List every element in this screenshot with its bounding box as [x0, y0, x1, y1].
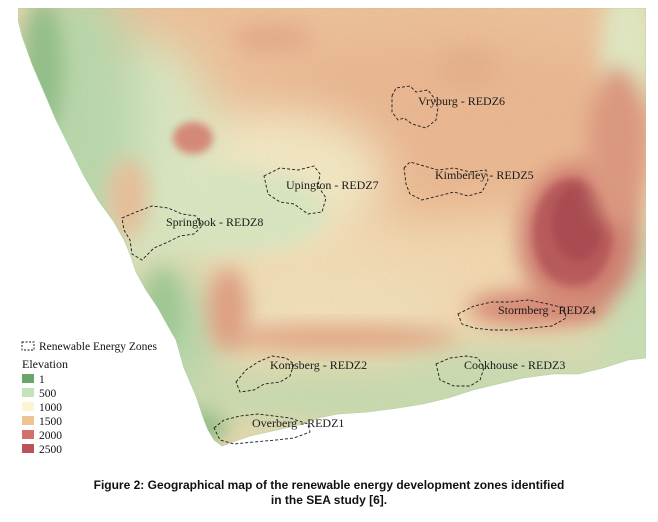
elevation-map: Vryburg - REDZ6 Kimberley - REDZ5 Upingt… — [18, 8, 646, 454]
legend-swatch-1000 — [22, 402, 34, 411]
legend-label-2000: 2000 — [39, 430, 62, 442]
zone-label-cookhouse: Cookhouse - REDZ3 — [464, 358, 565, 372]
zone-label-komsberg: Komsberg - REDZ2 — [270, 358, 367, 372]
legend-label-2500: 2500 — [39, 444, 62, 454]
zone-outline-upington — [263, 165, 327, 215]
legend-zones-label: Renewable Energy Zones — [39, 341, 157, 353]
zone-label-overberg: Overberg - REDZ1 — [252, 416, 344, 430]
legend-label-1500: 1500 — [39, 416, 62, 428]
zone-label-kimberley: Kimberley - REDZ5 — [435, 168, 534, 182]
zone-outline-overberg — [213, 413, 311, 445]
zone-outline-vryburg — [391, 85, 439, 129]
map-legend: Renewable Energy Zones Elevation 1500100… — [21, 341, 157, 454]
caption-line-2: in the SEA study [6]. — [270, 493, 388, 507]
zone-outline-stormberg — [457, 299, 567, 331]
legend-swatch-500 — [22, 388, 34, 397]
legend-swatch-2000 — [22, 430, 34, 439]
legend-swatch-1 — [22, 374, 34, 383]
zone-outlines — [121, 85, 567, 445]
caption-line-1: Figure 2: Geographical map of the renewa… — [93, 478, 565, 492]
zone-labels: Vryburg - REDZ6 Kimberley - REDZ5 Upingt… — [166, 94, 596, 430]
zone-label-stormberg: Stormberg - REDZ4 — [498, 303, 596, 317]
legend-label-500: 500 — [39, 388, 57, 400]
legend-elevation-title: Elevation — [22, 357, 68, 371]
zone-outline-cookhouse — [435, 355, 485, 387]
zone-label-springbok: Springbok - REDZ8 — [166, 215, 263, 229]
elevation-shading — [18, 8, 646, 446]
zone-label-vryburg: Vryburg - REDZ6 — [418, 94, 505, 108]
zone-outline-springbok — [121, 205, 203, 261]
legend-swatch-1500 — [22, 416, 34, 425]
zone-label-upington: Upington - REDZ7 — [286, 178, 379, 192]
figure-caption: Figure 2: Geographical map of the renewa… — [0, 478, 658, 508]
zone-outline-kimberley — [403, 161, 489, 201]
legend-label-1000: 1000 — [39, 402, 62, 414]
legend-label-1: 1 — [39, 374, 45, 386]
zone-outline-komsberg — [235, 355, 295, 393]
legend-zone-swatch — [21, 341, 35, 351]
legend-swatch-2500 — [22, 444, 34, 453]
